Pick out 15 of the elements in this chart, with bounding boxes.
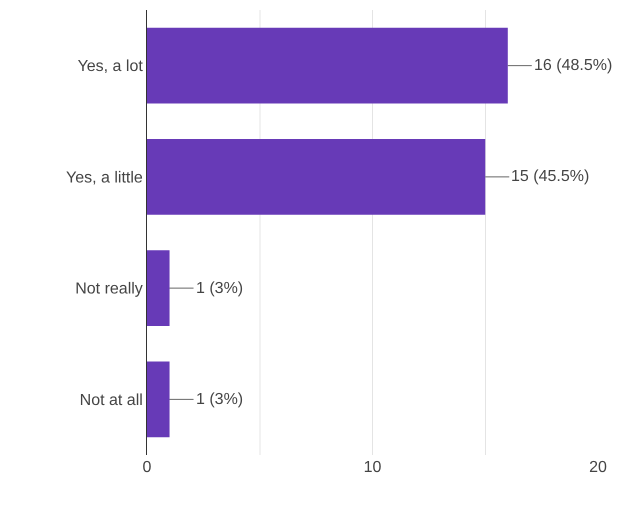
bar — [147, 28, 508, 104]
data-label: 16 (48.5%) — [534, 57, 612, 74]
x-tick-label: 0 — [142, 459, 152, 476]
y-tick-label: Not at all — [80, 392, 143, 409]
data-label: 1 (3%) — [196, 391, 244, 408]
y-tick-label: Yes, a lot — [78, 58, 144, 76]
bar — [147, 139, 486, 215]
bar — [147, 250, 170, 326]
x-tick-label: 20 — [589, 459, 607, 476]
y-tick-label: Not really — [75, 280, 143, 298]
x-tick-label: 10 — [364, 459, 382, 476]
bar — [147, 362, 170, 438]
data-label: 15 (45.5%) — [511, 168, 590, 185]
y-tick-label: Yes, a little — [66, 169, 143, 186]
data-label: 1 (3%) — [196, 280, 244, 297]
